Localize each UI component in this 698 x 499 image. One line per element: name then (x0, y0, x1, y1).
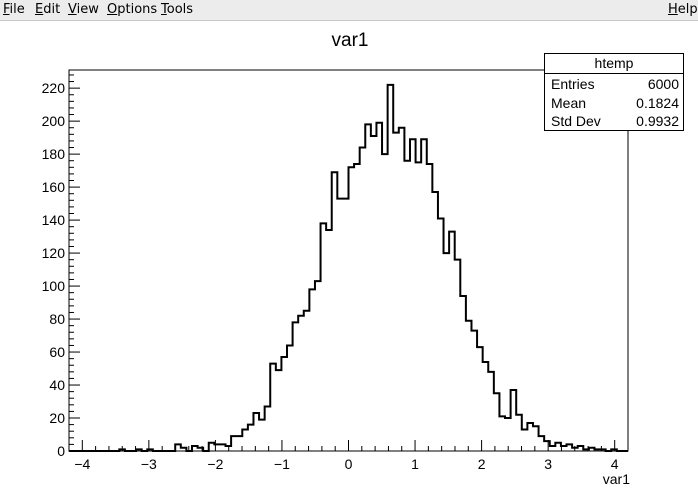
y-tick-label-9: 180 (42, 146, 66, 162)
y-tick-label-7: 140 (42, 212, 66, 228)
x-tick-label-7: 3 (544, 456, 552, 472)
menu-help[interactable]: Help (668, 2, 698, 17)
y-axis: 0 20 40 60 80 100 120 140 160 180 200 220 (42, 74, 80, 459)
stats-row-entries: Entries 6000 (551, 75, 679, 93)
histogram-bin-39 (287, 345, 293, 451)
y-tick-label-10: 200 (42, 113, 66, 129)
histogram-bin-48 (337, 199, 343, 451)
y-tick-label-0: 0 (57, 443, 65, 459)
stats-stddev-value: 0.9932 (636, 113, 679, 129)
stats-entries-value: 6000 (647, 76, 679, 92)
histogram-bin-68 (449, 232, 455, 451)
menu-options[interactable]: Options (107, 2, 157, 17)
histogram-bin-51 (354, 164, 360, 451)
menu-view-accel: V (68, 2, 77, 17)
menu-tools[interactable]: Tools (161, 2, 193, 17)
histogram-bin-56 (382, 154, 388, 451)
menu-edit-rest: dit (43, 2, 61, 17)
y-tick-label-2: 40 (49, 377, 65, 393)
y-tick-label-6: 120 (42, 245, 66, 261)
stats-mean-value: 0.1824 (636, 95, 679, 111)
x-tick-label-4: 0 (345, 456, 353, 472)
x-tick-label-2: −2 (207, 456, 223, 472)
menu-file[interactable]: File (3, 2, 25, 17)
histogram-bin-44 (315, 281, 321, 451)
x-tick-label-0: −4 (74, 456, 90, 472)
stats-box[interactable]: htemp Entries 6000 Mean 0.1824 Std Dev 0… (544, 53, 684, 131)
histogram-bin-46 (326, 230, 332, 451)
histogram-bins (119, 85, 617, 451)
histogram-bin-61 (410, 139, 416, 451)
stats-entries-label: Entries (551, 76, 595, 92)
y-tick-label-4: 80 (49, 311, 65, 327)
histogram-bin-55 (376, 123, 382, 451)
histogram-bin-49 (343, 199, 349, 451)
histogram-bin-63 (421, 139, 427, 451)
histogram-bin-52 (360, 148, 366, 451)
histogram-bin-53 (365, 124, 371, 451)
plot-canvas[interactable]: var1 0 20 40 60 80 100 120 140 160 180 200 220 −4 −3… (0, 22, 698, 499)
histogram-bin-67 (444, 253, 450, 451)
stats-mean-label: Mean (551, 95, 587, 111)
histogram-bin-43 (309, 289, 315, 451)
histogram-bin-58 (393, 133, 399, 451)
x-tick-label-3: −1 (274, 456, 290, 472)
stats-row-mean: Mean 0.1824 (551, 94, 679, 112)
menu-view-rest: iew (76, 2, 99, 17)
menu-view[interactable]: View (68, 2, 99, 17)
histogram-bin-60 (404, 161, 410, 451)
menu-options-accel: O (107, 2, 118, 17)
histogram-bin-50 (349, 167, 355, 451)
histogram-bin-71 (466, 321, 472, 451)
histogram-bin-41 (298, 316, 304, 451)
menu-edit[interactable]: Edit (35, 2, 60, 17)
histogram-bin-74 (483, 362, 489, 451)
chart-title: var1 (332, 30, 369, 51)
histogram-bin-37 (276, 370, 282, 451)
menu-file-rest: ile (9, 2, 25, 17)
x-tick-label-8: 4 (611, 456, 619, 472)
histogram-bin-72 (471, 331, 477, 451)
x-axis-label: var1 (603, 471, 630, 487)
y-tick-label-8: 160 (42, 179, 66, 195)
y-tick-label-5: 100 (42, 278, 66, 294)
x-tick-label-1: −3 (141, 456, 157, 472)
histogram-outline (69, 83, 628, 452)
y-tick-label-11: 220 (42, 80, 66, 96)
menu-file-accel: F (3, 2, 10, 17)
menu-options-rest: ptions (117, 2, 158, 17)
histogram-bin-77 (499, 416, 505, 451)
x-axis: −4 −3 −2 −1 0 1 2 3 4 (68, 440, 629, 472)
menu-bar: File Edit View Options Tools Help (0, 0, 698, 21)
histogram-bin-54 (371, 136, 377, 451)
menu-edit-accel: E (35, 2, 44, 17)
menu-help-accel: H (668, 2, 678, 17)
histogram-bin-81 (522, 430, 528, 451)
y-tick-label-1: 20 (49, 410, 65, 426)
histogram-bin-34 (259, 420, 265, 451)
menu-tools-rest: ools (166, 2, 194, 17)
stats-stddev-label: Std Dev (551, 113, 601, 129)
histogram-bin-42 (304, 311, 310, 451)
stats-title: htemp (545, 54, 683, 74)
histogram-bin-62 (416, 162, 422, 451)
x-tick-label-5: 1 (411, 456, 419, 472)
histogram-bin-65 (432, 192, 438, 451)
x-tick-label-6: 2 (478, 456, 486, 472)
histogram-bin-59 (399, 128, 405, 451)
menu-help-rest: elp (677, 2, 698, 17)
histogram-bin-30 (237, 436, 243, 451)
menu-tools-accel: T (161, 2, 167, 17)
y-tick-label-3: 60 (49, 344, 65, 360)
stats-row-stddev: Std Dev 0.9932 (551, 112, 679, 130)
histogram-bin-64 (427, 164, 433, 451)
